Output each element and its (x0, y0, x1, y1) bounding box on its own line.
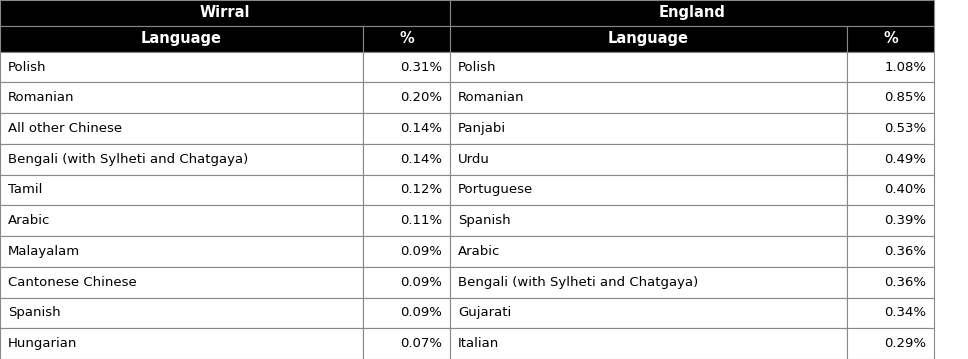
Bar (450, 298, 847, 328)
Text: Language: Language (608, 31, 689, 46)
Bar (363, 26, 450, 52)
Bar (847, 267, 934, 298)
Text: Malayalam: Malayalam (8, 245, 80, 258)
Text: 0.12%: 0.12% (400, 183, 442, 196)
Bar (450, 52, 847, 83)
Bar (363, 267, 450, 298)
Bar (450, 83, 847, 113)
Text: Language: Language (141, 31, 222, 46)
Bar (847, 174, 934, 205)
Text: 0.39%: 0.39% (885, 214, 926, 227)
Bar (0, 205, 363, 236)
Text: 0.07%: 0.07% (401, 337, 442, 350)
Bar (450, 205, 847, 236)
Text: Romanian: Romanian (458, 91, 525, 104)
Text: England: England (658, 5, 726, 20)
Text: 0.36%: 0.36% (885, 276, 926, 289)
Bar (363, 52, 450, 83)
Bar (363, 236, 450, 267)
Text: Bengali (with Sylheti and Chatgaya): Bengali (with Sylheti and Chatgaya) (458, 276, 698, 289)
Text: 1.08%: 1.08% (885, 61, 926, 74)
Text: Polish: Polish (8, 61, 46, 74)
Text: 0.14%: 0.14% (401, 122, 442, 135)
Text: All other Chinese: All other Chinese (8, 122, 122, 135)
Bar (847, 26, 934, 52)
Text: 0.36%: 0.36% (885, 245, 926, 258)
Bar (0, 174, 363, 205)
Text: Urdu: Urdu (458, 153, 490, 166)
Bar (847, 298, 934, 328)
Text: 0.29%: 0.29% (885, 337, 926, 350)
Bar (363, 174, 450, 205)
Bar (450, 144, 847, 174)
Text: %: % (883, 31, 898, 46)
Bar (0, 328, 363, 359)
Bar (450, 328, 847, 359)
Bar (0, 83, 363, 113)
Text: Polish: Polish (458, 61, 497, 74)
Bar (847, 205, 934, 236)
Text: %: % (399, 31, 414, 46)
Text: Panjabi: Panjabi (458, 122, 506, 135)
Text: 0.14%: 0.14% (401, 153, 442, 166)
Text: Gujarati: Gujarati (458, 306, 511, 320)
Text: 0.11%: 0.11% (400, 214, 442, 227)
Text: Spanish: Spanish (458, 214, 510, 227)
Text: Bengali (with Sylheti and Chatgaya): Bengali (with Sylheti and Chatgaya) (8, 153, 248, 166)
Bar (450, 267, 847, 298)
Text: Hungarian: Hungarian (8, 337, 77, 350)
Text: 0.49%: 0.49% (885, 153, 926, 166)
Text: 0.34%: 0.34% (885, 306, 926, 320)
Bar (847, 144, 934, 174)
Text: Romanian: Romanian (8, 91, 75, 104)
Bar (847, 52, 934, 83)
Bar (847, 328, 934, 359)
Bar (0, 144, 363, 174)
Bar (450, 236, 847, 267)
Bar (0, 26, 363, 52)
Text: Portuguese: Portuguese (458, 183, 533, 196)
Text: 0.85%: 0.85% (885, 91, 926, 104)
Bar (450, 0, 934, 26)
Text: 0.40%: 0.40% (885, 183, 926, 196)
Text: 0.09%: 0.09% (401, 276, 442, 289)
Text: Tamil: Tamil (8, 183, 43, 196)
Text: Arabic: Arabic (8, 214, 50, 227)
Text: 0.09%: 0.09% (401, 245, 442, 258)
Text: 0.20%: 0.20% (401, 91, 442, 104)
Text: Wirral: Wirral (199, 5, 251, 20)
Bar (450, 113, 847, 144)
Bar (0, 298, 363, 328)
Bar (847, 236, 934, 267)
Bar (363, 83, 450, 113)
Text: Spanish: Spanish (8, 306, 60, 320)
Text: 0.09%: 0.09% (401, 306, 442, 320)
Text: 0.53%: 0.53% (884, 122, 926, 135)
Bar (363, 328, 450, 359)
Text: 0.31%: 0.31% (400, 61, 442, 74)
Bar (363, 113, 450, 144)
Text: Italian: Italian (458, 337, 499, 350)
Bar (0, 113, 363, 144)
Bar (450, 174, 847, 205)
Bar (363, 205, 450, 236)
Bar (363, 298, 450, 328)
Bar (847, 113, 934, 144)
Bar (0, 236, 363, 267)
Bar (847, 83, 934, 113)
Text: Arabic: Arabic (458, 245, 500, 258)
Bar (0, 0, 450, 26)
Text: Cantonese Chinese: Cantonese Chinese (8, 276, 136, 289)
Bar (450, 26, 847, 52)
Bar (0, 267, 363, 298)
Bar (0, 52, 363, 83)
Bar (363, 144, 450, 174)
